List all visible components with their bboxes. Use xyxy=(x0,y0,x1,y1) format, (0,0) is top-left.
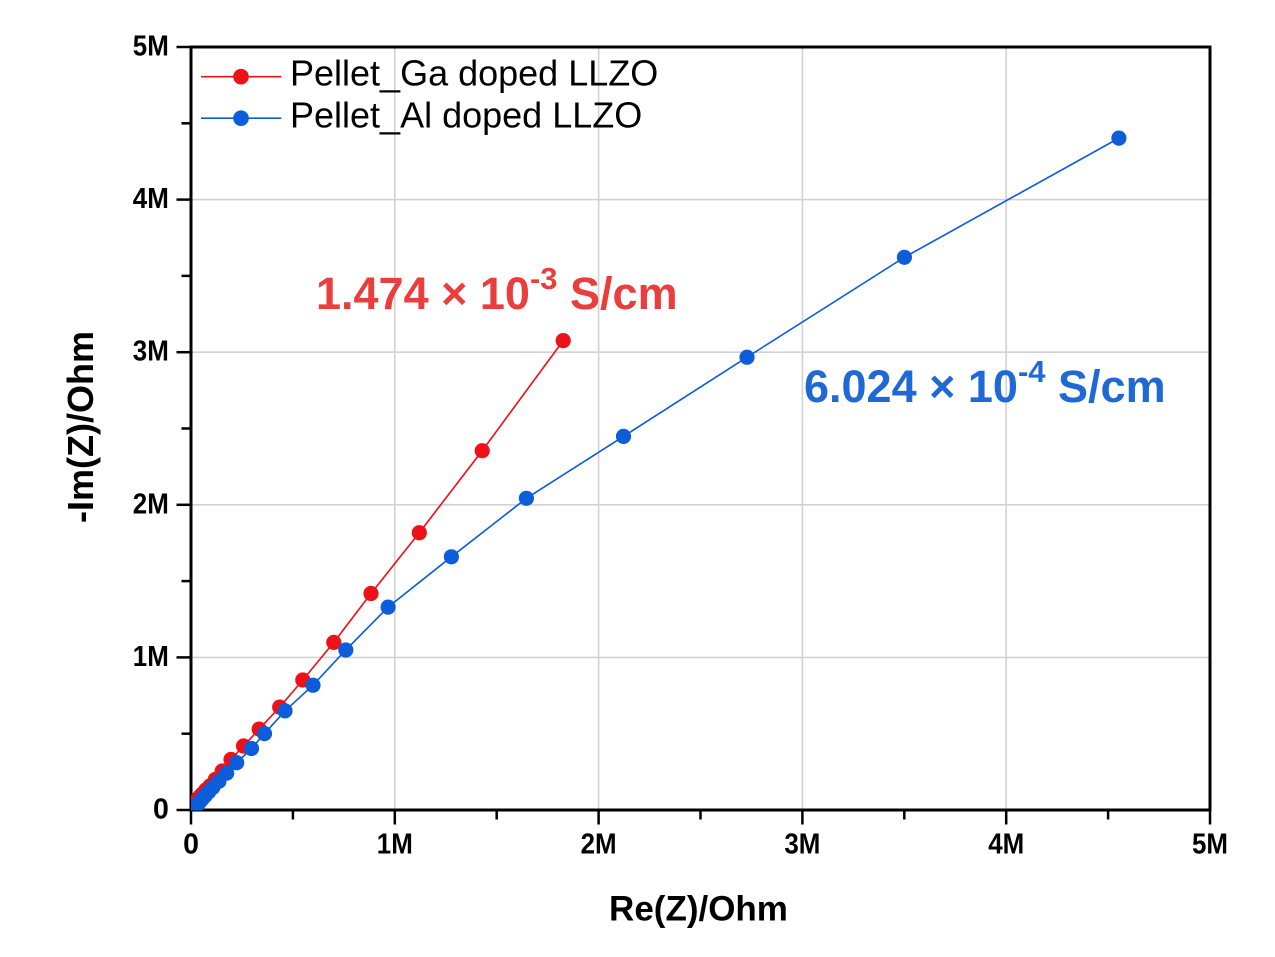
svg-text:Re(Z)/Ohm: Re(Z)/Ohm xyxy=(609,890,788,929)
svg-text:Pellet_Al doped LLZO: Pellet_Al doped LLZO xyxy=(290,95,642,136)
svg-text:-Im(Z)/Ohm: -Im(Z)/Ohm xyxy=(60,331,101,523)
svg-text:1.474 × 10-3 S/cm: 1.474 × 10-3 S/cm xyxy=(316,261,678,319)
svg-text:Pellet_Ga doped LLZO: Pellet_Ga doped LLZO xyxy=(290,53,658,94)
svg-text:2M: 2M xyxy=(581,829,617,861)
svg-text:3M: 3M xyxy=(133,336,169,368)
svg-text:5M: 5M xyxy=(1192,829,1228,861)
svg-text:0: 0 xyxy=(153,794,169,826)
svg-text:1M: 1M xyxy=(133,641,169,673)
svg-text:2M: 2M xyxy=(133,488,169,520)
svg-text:4M: 4M xyxy=(133,183,169,215)
svg-text:0: 0 xyxy=(183,829,199,861)
svg-text:4M: 4M xyxy=(988,829,1024,861)
svg-text:6.024 × 10-4 S/cm: 6.024 × 10-4 S/cm xyxy=(804,354,1166,412)
svg-text:5M: 5M xyxy=(133,31,169,63)
svg-text:1M: 1M xyxy=(377,829,413,861)
svg-text:3M: 3M xyxy=(784,829,820,861)
